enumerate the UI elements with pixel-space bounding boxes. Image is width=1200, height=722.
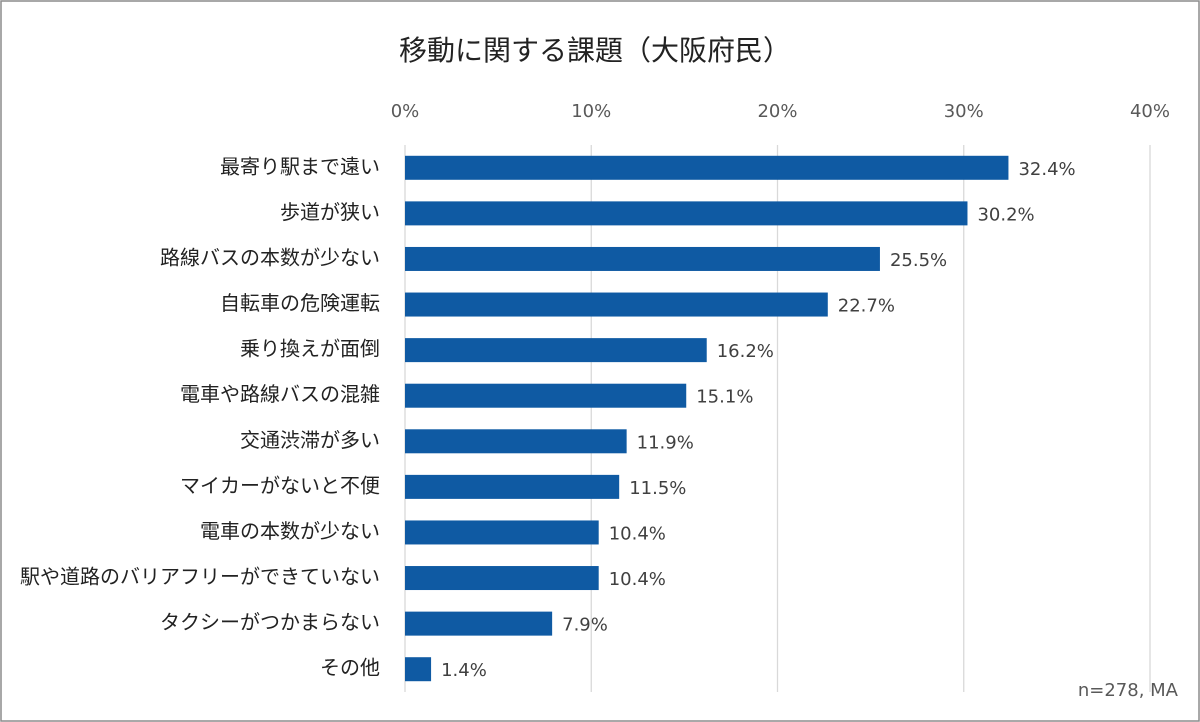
value-label: 11.5% <box>629 478 686 499</box>
bar <box>405 338 707 363</box>
bar <box>405 657 432 682</box>
y-tick-label: その他 <box>320 656 380 680</box>
bar <box>405 383 687 408</box>
x-tick-label: 30% <box>944 101 984 122</box>
y-tick-label: 乗り換えが面倒 <box>240 337 380 361</box>
chart-title: 移動に関する課題（大阪府民） <box>399 34 791 67</box>
value-label: 10.4% <box>609 569 666 590</box>
bar <box>405 520 599 545</box>
bar <box>405 566 599 591</box>
value-label: 32.4% <box>1018 159 1075 180</box>
x-tick-label: 10% <box>571 101 611 122</box>
x-tick-label: 0% <box>391 101 420 122</box>
value-label: 30.2% <box>977 204 1034 225</box>
y-tick-label: 最寄り駅まで遠い <box>220 154 380 178</box>
y-tick-label: マイカーがないと不便 <box>180 473 380 497</box>
bar <box>405 292 828 317</box>
value-label: 10.4% <box>609 523 666 544</box>
value-label: 7.9% <box>562 615 608 636</box>
y-tick-label: 歩道が狭い <box>280 200 380 224</box>
bar <box>405 155 1009 180</box>
x-tick-label: 20% <box>757 101 797 122</box>
y-tick-label: 駅や道路のバリアフリーができていない <box>20 565 380 589</box>
value-label: 1.4% <box>441 660 487 681</box>
bar <box>405 429 627 454</box>
sample-note: n=278, MA <box>1078 680 1179 701</box>
bar <box>405 201 968 226</box>
bar <box>405 246 880 271</box>
y-tick-label: タクシーがつかまらない <box>160 610 380 634</box>
value-label: 11.9% <box>637 432 694 453</box>
bar <box>405 474 620 499</box>
value-label: 16.2% <box>717 341 774 362</box>
y-tick-label: 路線バスの本数が少ない <box>160 245 380 269</box>
value-label: 22.7% <box>838 296 895 317</box>
y-tick-label: 交通渋滞が多い <box>240 428 380 452</box>
y-tick-label: 自転車の危険運転 <box>220 291 380 315</box>
value-label: 25.5% <box>890 250 947 271</box>
y-tick-label: 電車や路線バスの混雑 <box>180 382 380 406</box>
value-label: 15.1% <box>696 387 753 408</box>
y-tick-label: 電車の本数が少ない <box>200 519 380 543</box>
x-tick-label: 40% <box>1130 101 1170 122</box>
bar <box>405 611 553 636</box>
